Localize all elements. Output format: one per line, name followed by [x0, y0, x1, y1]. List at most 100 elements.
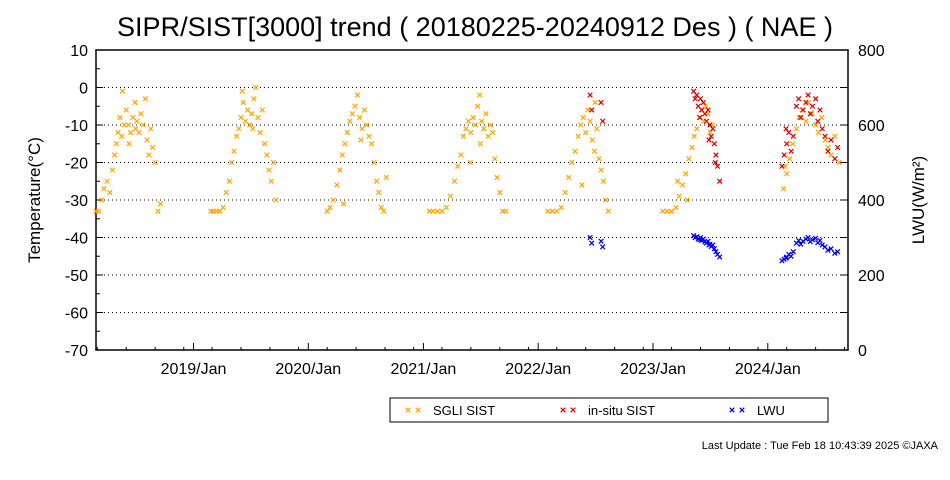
lwu-point	[825, 247, 831, 253]
sgli-sist-point	[98, 197, 105, 203]
sgli-sist-point	[223, 189, 229, 196]
sgli-sist-point	[381, 208, 387, 214]
lwu-point	[812, 235, 819, 241]
sgli-sist-point	[130, 114, 136, 121]
sgli-sist-point	[793, 126, 800, 132]
sgli-sist-point	[111, 152, 118, 158]
sgli-sist-point	[220, 204, 226, 211]
sgli-sist-point	[144, 137, 150, 143]
sgli-sist-point	[582, 129, 589, 136]
lwu-point	[828, 246, 834, 252]
sgli-sist-point	[373, 178, 380, 184]
sgli-sist-point	[371, 159, 377, 166]
lwu-point	[711, 246, 718, 252]
sgli-sist-point	[342, 141, 348, 147]
in-situ-sist-point	[714, 163, 721, 169]
lwu-point	[809, 237, 816, 243]
sgli-sist-point	[358, 137, 364, 143]
data-points	[93, 84, 842, 264]
sgli-sist-point	[107, 189, 113, 196]
legend-items: SGLI SIST in-situ SIST LWU	[405, 403, 785, 418]
sgli-sist-point	[780, 186, 787, 192]
sgli-sist-point	[121, 122, 127, 128]
sgli-sist-point	[575, 133, 581, 139]
x-tick-label: 2019/Jan	[161, 361, 227, 378]
sgli-sist-point	[468, 129, 474, 136]
sgli-sist-point	[494, 174, 500, 181]
sgli-sist-point	[270, 159, 277, 166]
in-situ-sist-point	[705, 107, 711, 113]
lwu-point	[817, 237, 823, 244]
sgli-sist-point	[603, 197, 609, 203]
sgli-sist-point	[157, 201, 164, 207]
sgli-sist-point	[352, 103, 358, 109]
sgli-sist-point	[119, 88, 126, 94]
x-tick-label: 2020/Jan	[275, 361, 341, 378]
y-tick-label: 10	[70, 43, 88, 60]
sgli-sist-point	[689, 144, 695, 151]
sgli-sist-point	[101, 186, 107, 192]
sgli-sist-point	[242, 118, 249, 124]
in-situ-sist-point	[712, 159, 719, 166]
in-situ-sist-point	[822, 133, 828, 139]
in-situ-sist-point	[588, 107, 595, 113]
in-situ-sist-point	[783, 126, 789, 132]
x-tick-label: 2024/Jan	[735, 361, 801, 378]
legend-marker	[415, 407, 421, 413]
sgli-sist-point	[558, 204, 564, 211]
legend: SGLI SIST in-situ SIST LWU	[389, 397, 829, 423]
sgli-sist-point	[238, 114, 244, 121]
sgli-sist-point	[140, 122, 146, 128]
sgli-sist-point	[836, 159, 842, 166]
sgli-sist-point	[127, 129, 134, 136]
legend-marker	[560, 407, 566, 413]
sgli-sist-point	[134, 118, 140, 124]
sgli-sist-point	[483, 111, 489, 117]
y-tick-label: -20	[65, 156, 88, 173]
in-situ-sist-point	[710, 126, 716, 132]
in-situ-sist-point	[819, 126, 825, 132]
x-tick-label: 2022/Jan	[505, 361, 571, 378]
sgli-sist-point	[593, 126, 600, 132]
sgli-sist-point	[596, 156, 602, 162]
sgli-sist-point	[439, 208, 445, 214]
in-situ-sist-point	[716, 178, 723, 184]
sgli-sist-point	[240, 99, 246, 106]
sgli-sist-point	[324, 208, 330, 214]
sgli-sist-point	[266, 167, 272, 173]
lwu-point	[599, 244, 606, 250]
in-situ-sist-point	[817, 107, 823, 113]
sgli-sist-point	[569, 159, 575, 166]
sgli-sist-point	[460, 133, 467, 139]
sgli-sist-point	[451, 178, 458, 184]
sgli-sist-point	[334, 182, 340, 188]
legend-marker	[729, 407, 735, 413]
in-situ-sist-point	[707, 122, 713, 128]
sgli-sist-point	[796, 114, 802, 121]
sgli-sist-point	[364, 122, 370, 128]
sgli-sist-point	[253, 84, 259, 91]
legend-marker	[739, 407, 745, 413]
y-axis-label: Temperature(°C)	[25, 137, 44, 263]
lwu-point	[598, 238, 604, 244]
sgli-sist-point	[572, 148, 578, 154]
sgli-sist-point	[579, 182, 585, 188]
y-tick-label: -10	[65, 118, 88, 135]
sgli-sist-point	[676, 193, 682, 199]
sgli-sist-point	[340, 201, 347, 207]
legend-box	[389, 397, 829, 423]
lwu-point	[788, 253, 794, 259]
sgli-sist-point	[803, 118, 809, 124]
sgli-sist-point	[562, 189, 568, 196]
in-situ-sist-point	[805, 92, 811, 98]
in-situ-sist-point	[798, 114, 804, 121]
sgli-sist-point	[249, 126, 256, 132]
sgli-sist-point	[148, 126, 154, 132]
lwu-point	[706, 242, 712, 248]
sgli-sist-point	[664, 208, 670, 214]
lwu-point	[697, 237, 703, 243]
sgli-sist-point	[327, 204, 333, 211]
sgli-sist-point	[600, 178, 607, 184]
lwu-point	[716, 254, 723, 260]
legend-marker	[405, 407, 411, 413]
